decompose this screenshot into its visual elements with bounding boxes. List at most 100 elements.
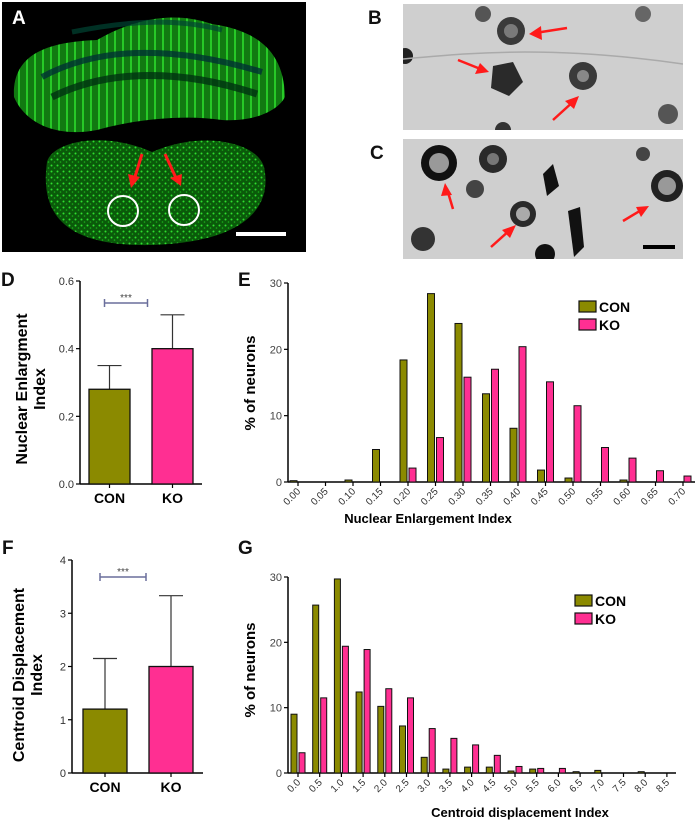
bar-con <box>355 691 363 774</box>
x-tick-label: 0.70 <box>667 486 689 508</box>
panel-letter-e: E <box>238 270 251 291</box>
bar-con <box>464 766 472 774</box>
bar-con <box>485 766 493 774</box>
x-tick-label: 0.00 <box>282 486 304 508</box>
y-tick-label: 30 <box>270 278 282 290</box>
bar-ko <box>493 754 501 774</box>
y-tick-label: 20 <box>270 344 282 356</box>
panel-letter-f: F <box>2 538 14 559</box>
x-tick-label: 0.20 <box>392 486 414 508</box>
bar-con <box>289 480 298 483</box>
bar-ko <box>151 348 194 485</box>
bar-con <box>420 756 428 774</box>
fluorescence-image <box>13 17 286 246</box>
bar-con <box>482 393 490 483</box>
bar-con <box>427 293 435 483</box>
legend-swatch-con <box>578 300 597 313</box>
panel-letter-g: G <box>238 538 253 559</box>
chart-e-nuclear-histogram: 0 10 20 30 0.00 0.05 0.10 0.15 0.20 0.25 0.30 0.35 0… <box>242 278 695 525</box>
bar-ko <box>537 767 545 774</box>
bar-con <box>529 768 537 774</box>
x-tick-label: 7.0 <box>589 777 607 795</box>
y-tick-label: 30 <box>270 572 282 584</box>
y-axis-label: Centroid Displacement <box>11 587 28 762</box>
y-axis-label: Nuclear Enlargment <box>14 313 31 465</box>
y-tick-label: 0 <box>60 768 66 780</box>
bar-con <box>88 388 131 485</box>
x-tick-label: 0.35 <box>474 486 496 508</box>
bar-ko <box>558 767 566 774</box>
y-tick-label: 10 <box>270 703 282 715</box>
x-tick-label: 0.60 <box>612 486 634 508</box>
x-tick-label: 2.0 <box>372 777 390 795</box>
x-tick-label: 1.0 <box>329 777 347 795</box>
x-tick-label: 3.5 <box>437 777 455 795</box>
bar-ko <box>363 649 371 774</box>
x-tick-label: 7.5 <box>611 777 629 795</box>
y-tick-label: 0.4 <box>59 344 74 356</box>
x-tick-label: 0.10 <box>337 486 359 508</box>
panel-letter-d: D <box>1 270 15 291</box>
y-tick-label: 0.0 <box>59 479 74 491</box>
bar-con <box>572 771 580 774</box>
bar-ko <box>428 728 436 774</box>
bar-ko <box>148 665 194 774</box>
bar-con <box>344 479 353 483</box>
x-tick-label: 8.0 <box>633 777 651 795</box>
significance-label: *** <box>117 567 129 578</box>
bar-con <box>537 469 545 483</box>
x-tick-label: 0.05 <box>309 486 331 508</box>
y-tick-label: 10 <box>270 411 282 423</box>
bar-con <box>290 713 298 774</box>
y-axis-label: Index <box>32 368 49 410</box>
bar-ko <box>450 737 458 774</box>
bar-con <box>594 769 602 774</box>
scale-bar <box>236 232 286 236</box>
bar-con <box>637 771 645 774</box>
neuron-image <box>403 4 683 130</box>
chart-g-centroid-histogram: 0 10 20 30 0.0 0.5 1.0 1.5 2.0 2.5 3.0 3.5 4.0 4.5 5.0… <box>242 572 676 820</box>
x-tick-label: 2.5 <box>394 777 412 795</box>
y-tick-label: 0 <box>276 768 282 780</box>
x-tick-label: 0.40 <box>502 486 524 508</box>
scale-bar <box>643 245 675 249</box>
bar-ko <box>407 697 414 774</box>
bar-ko <box>656 470 664 483</box>
bar-ko <box>518 346 527 483</box>
bar-con <box>377 705 385 774</box>
bar-ko <box>546 381 554 483</box>
x-axis-label: Nuclear Enlargement Index <box>344 511 512 525</box>
neuron-image <box>403 139 683 259</box>
bar-con <box>372 448 380 483</box>
bar-con <box>312 604 320 774</box>
circle-annotation-icon <box>107 195 139 227</box>
x-tick-label: 5.0 <box>503 777 521 795</box>
bar-ko <box>573 405 582 483</box>
bar-con <box>564 477 573 483</box>
chart-d-nuclear-enlargement: 0.0 0.2 0.4 0.6 CON KO *** Nuclear Enlargment In… <box>14 276 202 506</box>
bar-con <box>399 359 408 483</box>
legend-label: CON <box>599 299 630 315</box>
panel-letter-c: C <box>370 143 384 164</box>
legend-label: CON <box>595 593 626 609</box>
x-category-label: CON <box>89 779 120 795</box>
x-tick-label: 0.0 <box>286 777 304 795</box>
x-tick-label: 0.5 <box>307 777 325 795</box>
bar-con <box>507 770 515 774</box>
bar-ko <box>472 744 480 774</box>
x-tick-label: 0.55 <box>584 486 606 508</box>
y-tick-label: 3 <box>60 608 66 620</box>
red-arrow-icon <box>128 153 144 188</box>
x-tick-label: 4.0 <box>459 777 477 795</box>
bar-ko <box>298 752 306 774</box>
red-arrow-icon <box>163 153 182 186</box>
y-tick-label: 2 <box>60 662 66 674</box>
significance-label: *** <box>120 293 132 304</box>
y-tick-label: 0.6 <box>59 276 74 288</box>
legend-swatch-ko <box>574 612 593 625</box>
y-tick-label: 1 <box>60 715 66 727</box>
x-axis-label: Centroid displacement Index <box>431 805 609 820</box>
panel-letter-b: B <box>368 8 382 29</box>
x-category-label: KO <box>162 490 183 506</box>
y-axis-label: Index <box>29 654 46 696</box>
